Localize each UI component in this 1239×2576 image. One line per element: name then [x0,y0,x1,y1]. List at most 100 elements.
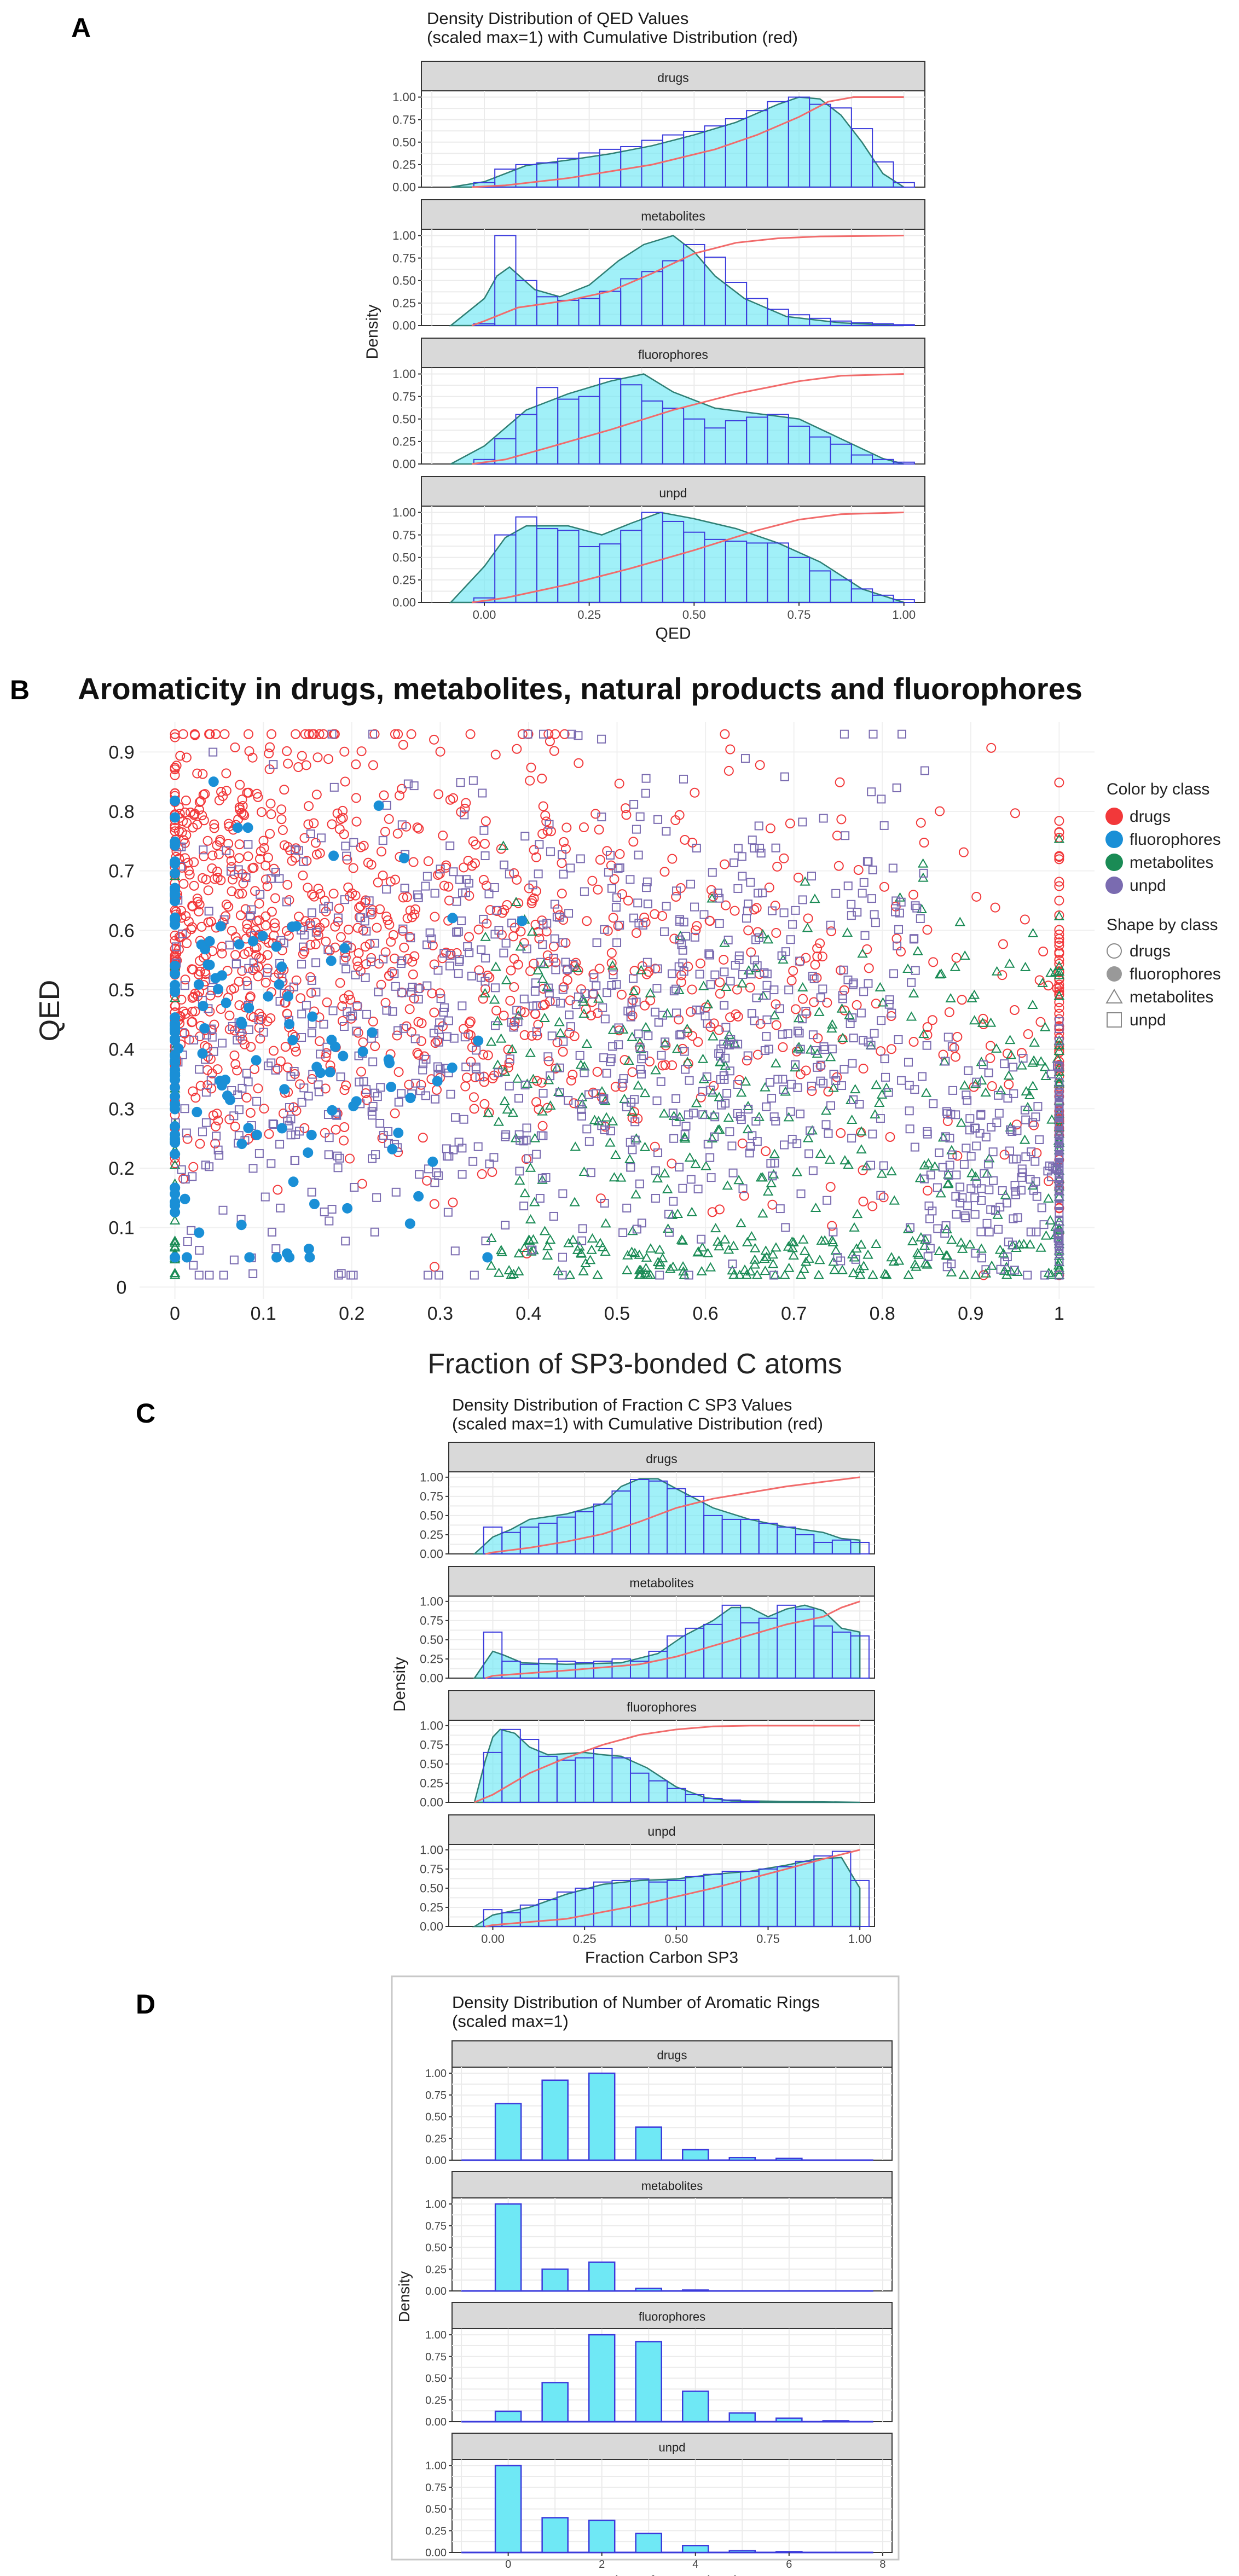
point-unpd [754,889,763,898]
point-drugs [298,871,308,881]
point-drugs [379,790,389,800]
legend-shape-key [1107,1012,1122,1028]
point-unpd [539,729,548,739]
point-drugs [822,997,832,1008]
point-drugs [192,819,202,829]
point-unpd [514,1094,523,1103]
point-unpd [841,831,850,840]
point-unpd [706,980,715,989]
point-metabolites [797,982,808,991]
point-drugs [543,1056,554,1066]
point-unpd [1055,1078,1064,1087]
point-unpd [307,1187,316,1197]
point-drugs [270,923,280,933]
point-drugs [205,990,216,1001]
point-unpd [424,1270,433,1280]
point-unpd [1043,1167,1052,1176]
point-drugs [245,991,256,1001]
point-unpd [544,983,553,993]
panel-label-d: D [136,1989,155,2020]
point-unpd [408,983,417,992]
point-unpd [717,1100,726,1110]
point-unpd [896,897,906,907]
point-unpd [728,1259,737,1268]
point-metabolites [879,1268,890,1278]
point-metabolites [908,988,919,997]
point-unpd [715,919,724,928]
point-fluorophores [234,939,245,950]
point-drugs [725,744,736,755]
point-unpd [370,1227,379,1237]
point-unpd [555,1063,564,1072]
point-metabolites [976,1075,987,1085]
point-unpd [728,1168,738,1177]
point-drugs [306,988,316,998]
y-tick-label: 0.75 [392,528,416,542]
point-drugs [291,975,302,985]
point-drugs [465,729,476,739]
y-tick-label: 0.00 [392,457,416,471]
point-drugs [715,977,725,988]
point-metabolites [499,1066,511,1076]
point-unpd [787,1080,796,1089]
bar [775,2157,803,2161]
point-drugs [406,729,416,739]
point-drugs [221,900,231,910]
point-drugs [640,917,651,927]
cdf-line [485,1476,860,1555]
point-drugs [497,1065,508,1075]
point-unpd [201,1118,211,1127]
point-metabolites [652,1173,663,1183]
point-unpd [1055,1088,1064,1097]
point-metabolites [956,1117,967,1127]
point-unpd [545,820,554,829]
point-drugs [341,1080,351,1090]
y-tick-label: 0.25 [392,435,416,449]
x-tick-label: 2 [599,2558,605,2571]
point-unpd [952,1170,961,1180]
point-unpd [591,1089,600,1098]
point-drugs [531,852,541,862]
point-unpd [786,935,795,944]
point-unpd [771,1117,780,1126]
point-unpd [982,1219,992,1228]
point-fluorophores [222,1090,233,1101]
point-fluorophores [243,1123,254,1134]
point-unpd [619,1074,628,1083]
point-unpd [454,969,463,978]
point-unpd [580,887,589,896]
point-unpd [341,964,351,973]
point-drugs [922,1186,933,1196]
point-drugs [550,729,560,739]
point-drugs [687,984,697,995]
point-unpd [714,1049,723,1058]
point-unpd [831,1076,841,1085]
point-unpd [630,1135,640,1145]
point-metabolites [861,1161,872,1170]
point-metabolites [815,1148,826,1158]
point-unpd [879,1161,888,1170]
point-unpd [396,959,406,968]
point-metabolites [728,1240,739,1250]
point-unpd [941,1221,951,1231]
point-drugs [189,729,200,739]
point-drugs [916,817,926,828]
point-unpd [549,1211,558,1221]
point-unpd [333,1163,343,1173]
point-fluorophores [170,1129,181,1140]
point-fluorophores [306,1129,317,1140]
point-metabolites [554,1017,565,1026]
point-fluorophores [251,1055,262,1066]
point-unpd [336,1072,345,1082]
point-drugs [729,906,740,916]
point-fluorophores [328,850,339,861]
x-tick-label: 4 [692,2558,698,2571]
point-fluorophores [221,997,231,1008]
point-drugs [798,994,808,1004]
point-metabolites [659,1168,670,1177]
point-drugs [621,810,632,820]
point-unpd [180,981,189,990]
point-fluorophores [170,868,181,879]
point-unpd [440,1003,449,1012]
cdf-line [471,235,904,327]
